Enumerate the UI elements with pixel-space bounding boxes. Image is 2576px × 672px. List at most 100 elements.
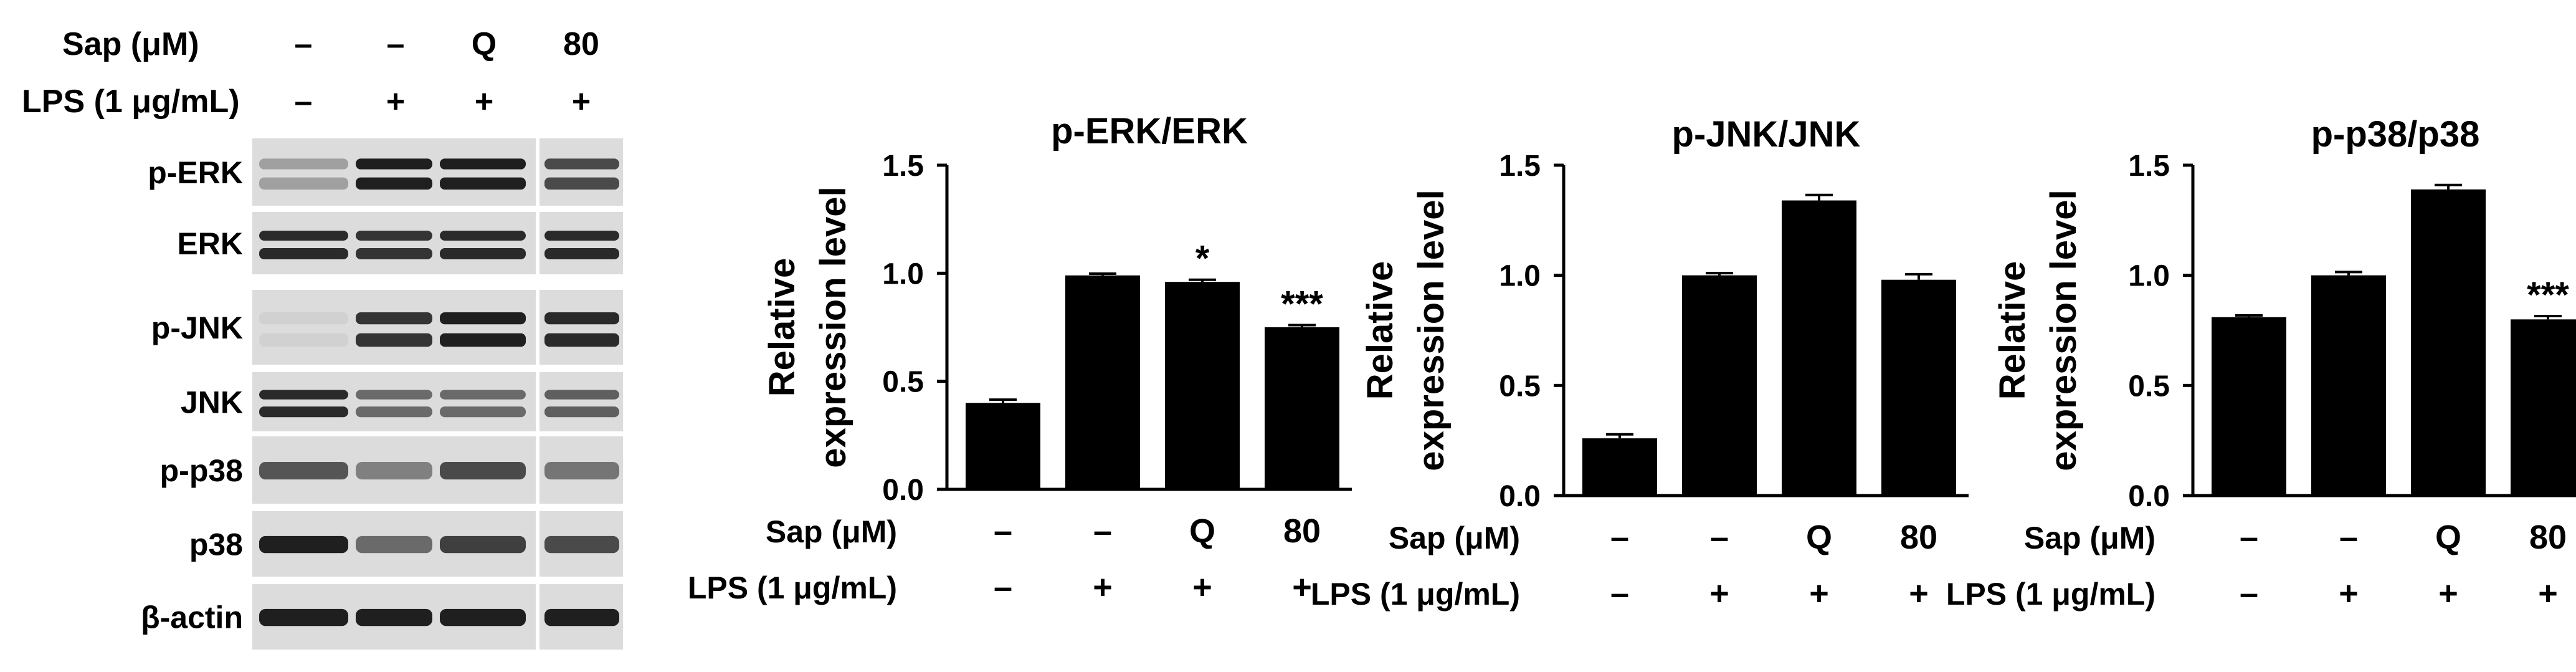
wb-strip xyxy=(539,290,623,365)
x-sap-label: Sap (μM) xyxy=(766,514,897,549)
wb-band xyxy=(440,158,526,170)
y-tick-label: 0.5 xyxy=(882,366,924,399)
wb-lps-value: + xyxy=(475,84,493,120)
wb-band xyxy=(440,390,526,400)
wb-band xyxy=(356,390,432,400)
chart-3: p-p38/p38 Relative expression level 0.0 0.5 1… xyxy=(1946,114,2576,612)
x-sap-label: Sap (μM) xyxy=(1389,521,1520,555)
wb-lps-label: LPS (1 μg/mL) xyxy=(22,84,240,120)
wb-band xyxy=(544,390,619,400)
bar xyxy=(2511,319,2576,496)
wb-band xyxy=(544,462,619,480)
x-lps-value: + xyxy=(1709,575,1729,612)
wb-strip xyxy=(539,138,623,206)
wb-band xyxy=(440,535,526,554)
wb-strip xyxy=(252,212,536,274)
x-sap-value: – xyxy=(1610,519,1629,556)
y-tick-label: 0.5 xyxy=(2128,370,2170,403)
x-sap-value: 80 xyxy=(1900,519,1937,556)
bar xyxy=(1265,327,1339,489)
wb-band xyxy=(440,333,526,347)
bar xyxy=(2311,275,2386,496)
wb-band xyxy=(356,231,432,241)
x-sap-value: – xyxy=(2240,519,2258,556)
wb-band xyxy=(544,231,619,241)
significance-label: * xyxy=(1195,239,1210,279)
wb-strip xyxy=(539,372,623,431)
wb-band xyxy=(544,333,619,347)
significance-label: *** xyxy=(1281,284,1323,325)
x-sap-value: 80 xyxy=(2529,519,2567,556)
wb-band xyxy=(356,312,432,325)
wb-band xyxy=(356,608,432,626)
chart-2: p-JNK/JNK Relative expression level 0.0 0.5 1… xyxy=(1311,114,1969,612)
wb-band xyxy=(356,177,432,190)
wb-band xyxy=(440,406,526,418)
wb-strip xyxy=(539,212,623,274)
y-tick-label: 0.0 xyxy=(1499,480,1541,513)
x-lps-value: + xyxy=(1809,575,1829,612)
x-sap-value: – xyxy=(994,512,1012,550)
wb-band xyxy=(440,248,526,259)
chart-title: p-p38/p38 xyxy=(2311,114,2480,155)
bar xyxy=(2411,189,2486,496)
x-lps-value: + xyxy=(2339,575,2359,612)
wb-band xyxy=(259,390,348,400)
wb-band xyxy=(544,177,619,190)
y-tick-label: 1.5 xyxy=(882,150,924,183)
wb-band xyxy=(440,177,526,190)
wb-band xyxy=(259,333,348,347)
wb-band xyxy=(356,406,432,418)
x-sap-value: Q xyxy=(1189,512,1215,550)
x-lps-value: – xyxy=(1610,575,1629,612)
x-lps-label: LPS (1 μg/mL) xyxy=(1311,577,1520,612)
wb-band xyxy=(356,158,432,170)
x-lps-value: + xyxy=(2538,575,2558,612)
bar xyxy=(1782,200,1856,496)
wb-band xyxy=(259,608,348,626)
significance-label: *** xyxy=(2527,275,2569,315)
x-lps-value: + xyxy=(2438,575,2458,612)
wb-sap-value: 80 xyxy=(563,26,599,62)
wb-lps-value: + xyxy=(386,84,405,120)
y-axis-label-line: expression level xyxy=(2043,190,2084,471)
wb-band xyxy=(440,312,526,325)
y-axis-label: Relative expression level xyxy=(1992,190,2084,471)
wb-band xyxy=(544,312,619,325)
x-lps-label: LPS (1 μg/mL) xyxy=(1946,577,2155,612)
wb-band xyxy=(259,248,348,259)
x-sap-value: Q xyxy=(2435,519,2461,556)
bar xyxy=(1881,279,1956,496)
bar xyxy=(966,403,1040,489)
wb-band-label: ERK xyxy=(177,226,243,261)
wb-sap-value: – xyxy=(387,26,405,62)
wb-band xyxy=(259,312,348,325)
x-sap-value: – xyxy=(1710,519,1729,556)
y-axis-label-line: expression level xyxy=(1411,190,1452,471)
wb-band xyxy=(440,608,526,626)
wb-band-label: JNK xyxy=(181,385,243,420)
x-lps-label: LPS (1 μg/mL) xyxy=(688,570,897,605)
wb-band xyxy=(259,406,348,418)
wb-band xyxy=(259,158,348,170)
wb-band xyxy=(544,158,619,170)
wb-band xyxy=(544,608,619,626)
y-axis-label-line: Relative xyxy=(1992,261,2033,400)
y-tick-label: 1.5 xyxy=(2128,150,2170,183)
y-axis-label: Relative expression level xyxy=(762,186,853,468)
x-lps-value: + xyxy=(1292,569,1312,606)
y-axis-label-line: Relative xyxy=(1360,261,1400,400)
wb-strip xyxy=(252,372,536,431)
wb-strip xyxy=(252,290,536,365)
chart-title: p-JNK/JNK xyxy=(1672,114,1861,155)
wb-band xyxy=(544,248,619,259)
wb-band xyxy=(259,177,348,190)
x-lps-value: + xyxy=(1192,569,1212,606)
x-lps-value: – xyxy=(994,569,1012,606)
x-lps-value: + xyxy=(1093,569,1113,606)
bar xyxy=(1065,275,1140,489)
x-sap-value: Q xyxy=(1806,519,1832,556)
bar xyxy=(1682,275,1757,496)
y-tick-label: 0.5 xyxy=(1499,370,1541,403)
